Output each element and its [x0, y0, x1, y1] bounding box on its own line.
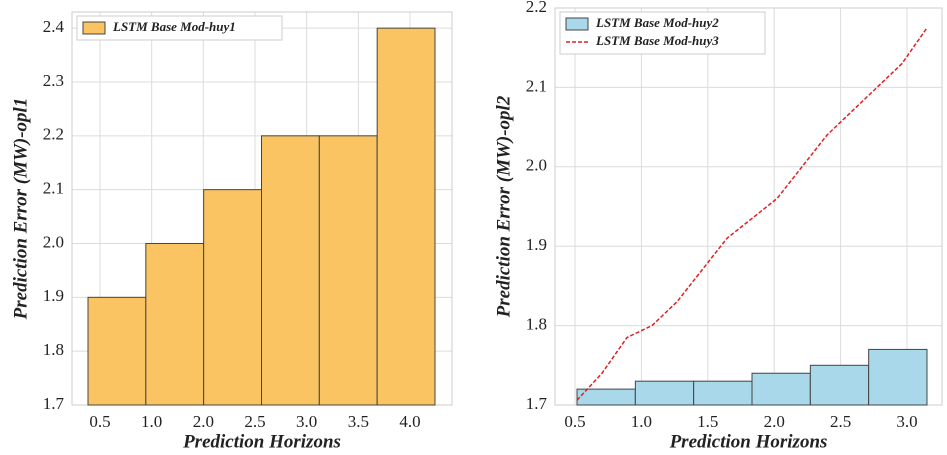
y-tick-label: 1.8: [43, 340, 64, 359]
y-tick-label: 1.7: [43, 394, 65, 413]
bar: [809, 364, 870, 406]
x-tick-label: 4.0: [399, 412, 420, 431]
bar: [868, 348, 928, 406]
y-tick-label: 2.2: [43, 125, 64, 144]
x-tick-label: 0.5: [564, 412, 585, 431]
y-tick-label: 2.1: [43, 179, 64, 198]
x-tick-label: 2.0: [193, 412, 214, 431]
x-axis-label: Prediction Horizons: [182, 431, 341, 452]
bar: [376, 27, 436, 406]
x-tick-label: 1.5: [697, 412, 718, 431]
y-tick-label: 1.9: [43, 286, 64, 305]
x-tick-label: 3.5: [348, 412, 369, 431]
bar: [751, 372, 811, 406]
legend-label: LSTM Base Mod-huy3: [595, 33, 719, 48]
bar: [261, 135, 320, 406]
y-tick-label: 2.2: [526, 0, 547, 16]
y-tick-label: 2.0: [43, 232, 64, 251]
bar: [318, 135, 378, 406]
x-tick-label: 1.0: [141, 412, 162, 431]
y-axis-label: Prediction Error (MW)-opl1: [10, 98, 31, 321]
x-tick-label: 1.0: [631, 412, 652, 431]
x-tick-label: 3.0: [896, 412, 917, 431]
plot-frame: [554, 7, 943, 406]
bar: [87, 296, 147, 406]
legend-box: [76, 15, 283, 41]
y-tick-label: 2.0: [526, 156, 547, 175]
legend-swatch: [565, 17, 589, 31]
bar: [145, 242, 205, 406]
bar: [203, 189, 263, 406]
x-axis-label: Prediction Horizons: [669, 431, 828, 452]
y-tick-label: 2.3: [43, 71, 64, 90]
legend-label: LSTM Base Mod-huy2: [595, 15, 719, 30]
x-tick-label: 2.5: [830, 412, 851, 431]
x-tick-label: 2.5: [244, 412, 265, 431]
y-tick-label: 1.9: [526, 235, 547, 254]
x-tick-label: 0.5: [89, 412, 110, 431]
y-tick-label: 1.8: [526, 315, 547, 334]
bar: [693, 380, 753, 406]
y-tick-label: 2.4: [43, 17, 65, 36]
legend-box: [559, 11, 766, 55]
legend-label: LSTM Base Mod-huy1: [112, 19, 236, 34]
y-tick-label: 2.1: [526, 76, 547, 95]
legend-swatch: [82, 21, 106, 35]
y-tick-label: 1.7: [526, 394, 548, 413]
x-tick-label: 2.0: [764, 412, 785, 431]
line: [576, 27, 928, 401]
x-tick-label: 3.0: [296, 412, 317, 431]
bar: [634, 380, 695, 406]
y-axis-label: Prediction Error (MW)-opl2: [493, 95, 514, 318]
